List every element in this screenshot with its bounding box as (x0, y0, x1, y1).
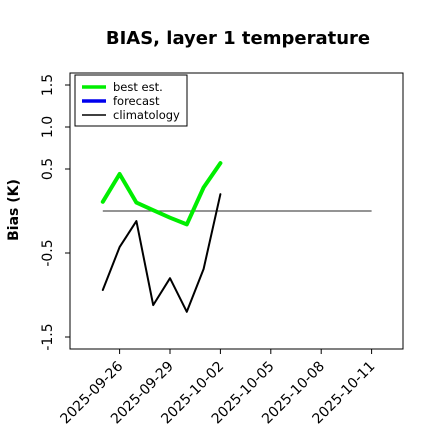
series-line-climatology (101, 193, 222, 313)
plot-frame (69, 72, 404, 350)
y-axis-label: Bias (K) (6, 179, 22, 241)
y-tick-label: 0.5 (40, 158, 56, 180)
y-tick-label: 1.5 (40, 74, 56, 96)
legend-label-best-est: best est. (113, 80, 163, 94)
y-tick-label: -1.5 (40, 323, 56, 350)
legend-label-forecast: forecast (113, 94, 160, 108)
y-tick-label: 1.0 (40, 116, 56, 138)
legend-label-climatology: climatology (113, 108, 180, 122)
chart-title: BIAS, layer 1 temperature (106, 28, 370, 49)
y-tick-label: -0.5 (40, 239, 56, 266)
series-line-best-est (100, 161, 223, 227)
